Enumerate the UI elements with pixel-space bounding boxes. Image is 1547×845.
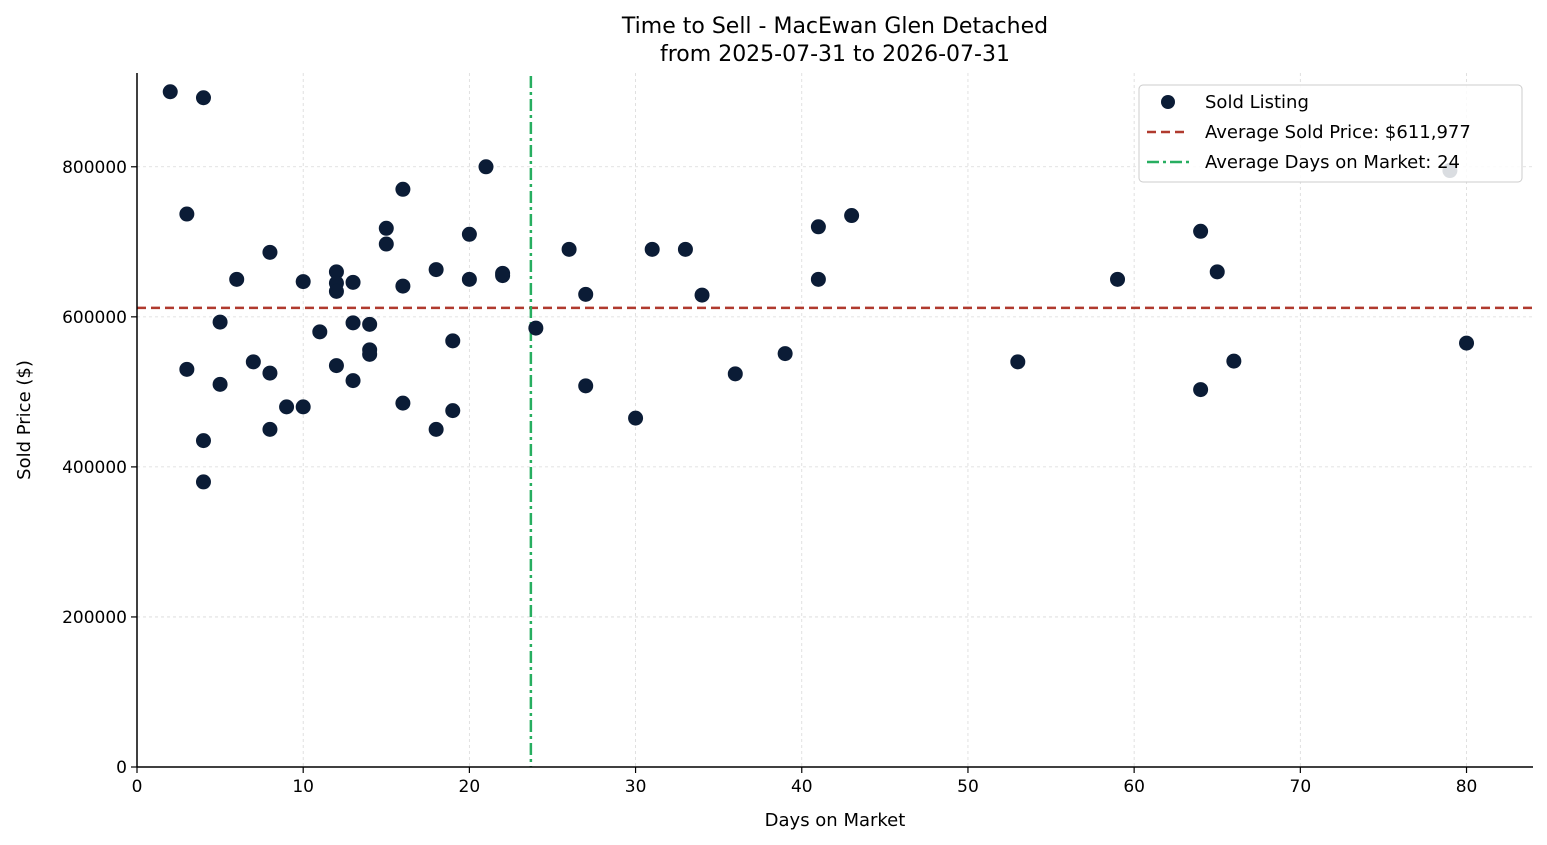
- data-point: [810, 219, 826, 235]
- data-point: [1110, 271, 1126, 287]
- chart-subtitle: from 2025-07-31 to 2026-07-31: [660, 42, 1010, 67]
- data-point: [212, 314, 228, 330]
- data-point: [461, 271, 477, 287]
- legend-marker-sold-listing: [1161, 95, 1175, 109]
- data-point: [295, 274, 311, 290]
- data-point: [395, 278, 411, 294]
- x-tick-label: 40: [791, 777, 813, 797]
- data-point: [428, 421, 444, 437]
- x-tick-label: 50: [957, 777, 979, 797]
- data-point: [495, 268, 511, 284]
- reference-lines: [137, 76, 1533, 767]
- data-point: [644, 241, 660, 257]
- x-tick-label: 60: [1123, 777, 1145, 797]
- data-point: [578, 378, 594, 394]
- x-tick-label: 0: [132, 777, 143, 797]
- legend-label-average-price: Average Sold Price: $611,977: [1205, 122, 1471, 143]
- data-point: [1209, 264, 1225, 280]
- y-axis-label: Sold Price ($): [14, 360, 35, 480]
- data-point: [395, 395, 411, 411]
- data-point: [162, 84, 178, 100]
- data-point: [378, 236, 394, 252]
- data-point: [295, 399, 311, 415]
- x-tick-label: 80: [1456, 777, 1478, 797]
- y-tick-label: 200000: [62, 608, 127, 628]
- legend-box: [1138, 84, 1523, 183]
- data-point: [445, 333, 461, 349]
- data-point: [378, 220, 394, 236]
- data-point: [328, 264, 344, 280]
- data-point: [312, 324, 328, 340]
- y-tick-label: 600000: [62, 308, 127, 328]
- data-point: [777, 346, 793, 362]
- data-point: [262, 244, 278, 260]
- data-point: [428, 262, 444, 278]
- data-point: [195, 433, 211, 449]
- data-point: [362, 316, 378, 332]
- data-point: [345, 373, 361, 389]
- y-tick-label: 800000: [62, 158, 127, 178]
- data-point: [578, 286, 594, 302]
- data-points: [162, 84, 1475, 490]
- data-point: [229, 271, 245, 287]
- data-point: [245, 354, 261, 370]
- x-tick-label: 20: [459, 777, 481, 797]
- data-point: [1193, 382, 1209, 398]
- data-point: [179, 361, 195, 377]
- legend: Sold Listing Average Sold Price: $611,97…: [1138, 84, 1523, 183]
- data-point: [445, 403, 461, 419]
- data-point: [677, 241, 693, 257]
- data-point: [844, 208, 860, 224]
- x-tick-label: 10: [292, 777, 314, 797]
- data-point: [1193, 223, 1209, 239]
- data-point: [478, 159, 494, 175]
- data-point: [694, 287, 710, 303]
- chart-title: Time to Sell - MacEwan Glen Detached: [621, 14, 1048, 39]
- data-point: [262, 365, 278, 381]
- y-tick-label: 0: [116, 758, 127, 778]
- data-point: [528, 320, 544, 336]
- data-point: [345, 315, 361, 331]
- data-point: [279, 399, 295, 415]
- data-point: [727, 366, 743, 382]
- data-point: [195, 474, 211, 490]
- axes: [131, 73, 1533, 773]
- data-point: [810, 271, 826, 287]
- x-axis-label: Days on Market: [765, 810, 906, 831]
- tick-labels: 0 10 20 30 40 50 60 70 80 0 200000 400000 600000 8000…: [62, 158, 1477, 797]
- data-point: [328, 358, 344, 374]
- y-tick-label: 400000: [62, 458, 127, 478]
- data-point: [628, 410, 644, 426]
- data-point: [561, 241, 577, 257]
- data-point: [212, 376, 228, 392]
- data-point: [262, 421, 278, 437]
- legend-label-average-days: Average Days on Market: 24: [1205, 152, 1460, 173]
- data-point: [461, 226, 477, 242]
- data-point: [362, 346, 378, 362]
- x-tick-label: 70: [1290, 777, 1312, 797]
- x-tick-label: 30: [625, 777, 647, 797]
- data-point: [1226, 353, 1242, 369]
- data-point: [345, 274, 361, 290]
- data-point: [1459, 335, 1475, 351]
- legend-label-sold-listing: Sold Listing: [1205, 92, 1309, 113]
- data-point: [395, 181, 411, 197]
- data-point: [328, 283, 344, 299]
- data-point: [195, 90, 211, 106]
- data-point: [1010, 354, 1026, 370]
- data-point: [179, 206, 195, 222]
- grid-lines: [137, 73, 1533, 767]
